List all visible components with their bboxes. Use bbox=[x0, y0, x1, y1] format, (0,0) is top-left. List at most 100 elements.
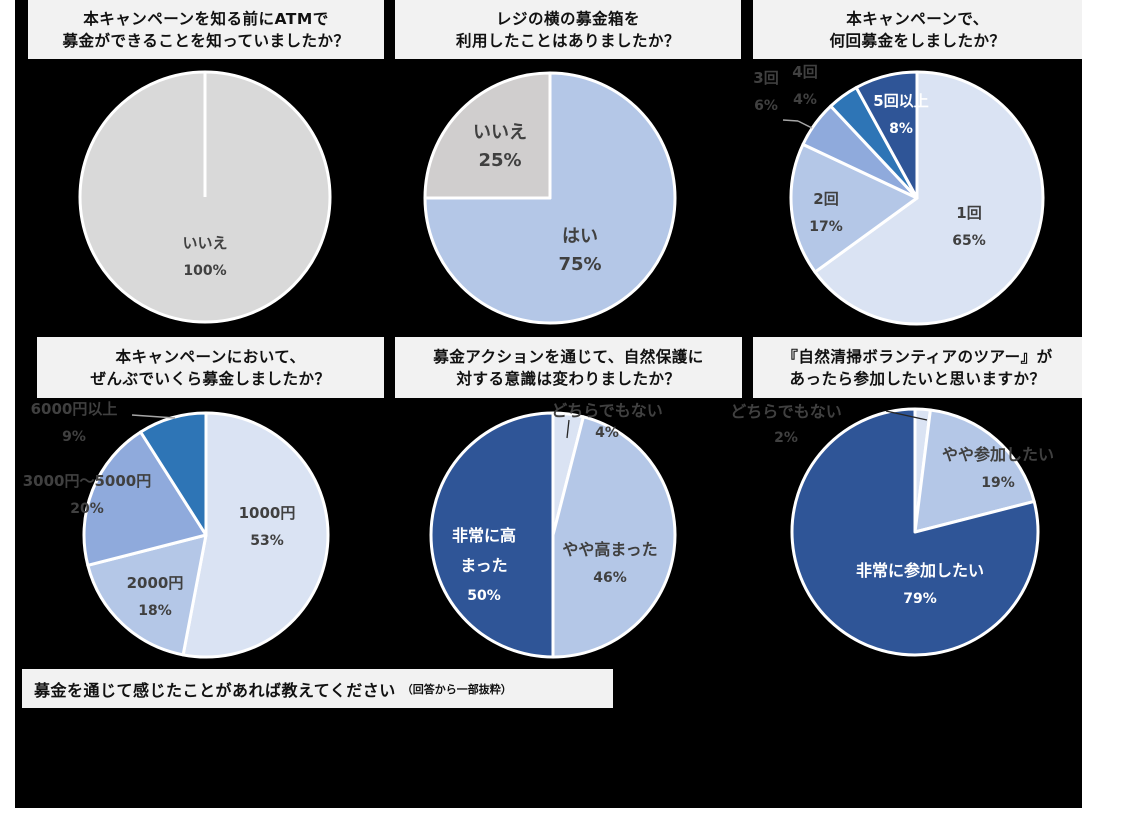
slice-percent: 4% bbox=[595, 425, 619, 441]
leader-line-3kai-b bbox=[797, 120, 813, 129]
leader-line-neither-awareness bbox=[566, 419, 570, 439]
slice-label-1kai: 1回 65% bbox=[952, 203, 986, 251]
title-line: 募金アクションを通じて、自然保護に bbox=[433, 347, 704, 366]
leader-line-neither-tour bbox=[885, 410, 928, 421]
title-line: 募金ができることを知っていましたか？ bbox=[62, 31, 350, 50]
comment-section-title: 募金を通じて感じたことがあれば教えてください bbox=[34, 680, 396, 700]
chart-title-awareness-change: 募金アクションを通じて、自然保護に 対する意識は変わりましたか？ bbox=[395, 337, 742, 398]
slice-percent: 50% bbox=[467, 588, 501, 604]
slice-category: 非常に参加したい bbox=[855, 561, 985, 580]
pie-slice bbox=[423, 71, 677, 325]
pie-chart-donation-box bbox=[423, 71, 677, 325]
slice-category: 3000円～5000円 bbox=[22, 472, 152, 490]
pie-chart-donation-amount bbox=[82, 411, 330, 659]
pie-slice bbox=[854, 70, 919, 200]
pie-slice bbox=[551, 415, 677, 659]
pie-slice bbox=[86, 533, 208, 657]
chart-title-donation-count: 本キャンペーンで、 何回募金をしましたか？ bbox=[753, 0, 1082, 59]
slice-label-somewhat-raised: やや高まった 46% bbox=[562, 540, 657, 588]
slice-category: 5回以上 bbox=[873, 92, 929, 110]
leader-line-6000yen bbox=[131, 414, 176, 419]
slice-percent: 65% bbox=[952, 233, 986, 249]
title-line: レジの横の募金箱を bbox=[495, 9, 640, 28]
slice-category: やや高まった bbox=[562, 540, 658, 559]
slice-label-no: いいえ 25% bbox=[473, 123, 527, 171]
slice-label-4kai: 4回 4% bbox=[792, 62, 817, 110]
pie-slice bbox=[82, 430, 208, 567]
slice-category: いいえ bbox=[182, 234, 228, 252]
slice-percent: 9% bbox=[62, 429, 86, 445]
slice-category: 2回 bbox=[813, 190, 839, 208]
slice-percent: 17% bbox=[809, 219, 843, 235]
slice-category: 3回 bbox=[753, 69, 779, 87]
slice-category: どちらでもない bbox=[551, 401, 663, 420]
slice-label-neither: どちらでもない 4% bbox=[551, 401, 663, 443]
slice-category: 1回 bbox=[956, 204, 982, 222]
slice-category: 1000円 bbox=[238, 504, 296, 522]
slice-label-2kai: 2回 17% bbox=[809, 189, 843, 237]
title-line: 本キャンペーンで、 bbox=[846, 9, 989, 28]
slice-label-2000yen: 2000円 18% bbox=[127, 573, 184, 621]
title-line: あったら参加したいと思いますか？ bbox=[789, 369, 1046, 388]
slice-label-neither: どちらでもない 2% bbox=[730, 402, 842, 448]
chart-title-atm-awareness: 本キャンペーンを知る前にATMで 募金ができることを知っていましたか？ bbox=[28, 0, 384, 59]
pie-slice bbox=[790, 407, 1040, 657]
chart-title-donation-amount: 本キャンペーンにおいて、 ぜんぶでいくら募金しましたか？ bbox=[37, 337, 384, 398]
leader-line-3kai bbox=[782, 119, 799, 122]
slice-percent: 79% bbox=[903, 591, 937, 607]
slice-category: どちらでもない bbox=[730, 402, 842, 421]
pie-chart-awareness-change bbox=[429, 411, 677, 659]
title-line: 本キャンペーンにおいて、 bbox=[115, 347, 306, 366]
pie-slice bbox=[913, 408, 1036, 534]
slice-percent: 2% bbox=[774, 430, 798, 446]
slice-category-line: まった bbox=[460, 556, 508, 575]
title-line: 利用したことはありましたか？ bbox=[455, 31, 680, 50]
title-line: 『自然清掃ボランティアのツアー』が bbox=[782, 347, 1053, 366]
slice-percent: 4% bbox=[793, 92, 817, 108]
title-line: 何回募金をしましたか？ bbox=[829, 31, 1006, 50]
chart-title-donation-box: レジの横の募金箱を 利用したことはありましたか？ bbox=[395, 0, 741, 59]
slice-percent: 100% bbox=[183, 263, 227, 279]
slice-percent: 25% bbox=[478, 150, 522, 171]
pie-slice bbox=[423, 71, 552, 200]
slice-label-somewhat-want: やや参加したい 19% bbox=[942, 445, 1054, 493]
pie-chart-donation-count bbox=[789, 70, 1045, 326]
slice-label-3000-5000yen: 3000円～5000円 20% bbox=[23, 471, 152, 519]
title-line: ぜんぶでいくら募金しましたか？ bbox=[90, 369, 331, 388]
title-line: 本キャンペーンを知る前にATMで bbox=[83, 9, 329, 28]
slice-label-greatly-raised: 非常に高 まった 50% bbox=[452, 521, 516, 611]
slice-label-no: いいえ 100% bbox=[182, 233, 227, 281]
pie-slice bbox=[181, 411, 330, 659]
slice-label-6000yen-plus: 6000円以上 9% bbox=[31, 399, 118, 447]
slice-percent: 19% bbox=[981, 475, 1015, 491]
pie-chart-volunteer-tour bbox=[790, 407, 1040, 657]
slice-category: 4回 bbox=[792, 63, 818, 81]
slice-label-strongly-want: 非常に参加したい 79% bbox=[856, 561, 984, 609]
chart-title-volunteer-tour: 『自然清掃ボランティアのツアー』が あったら参加したいと思いますか？ bbox=[753, 337, 1082, 398]
slice-label-1000yen: 1000円 53% bbox=[239, 503, 296, 551]
pie-chart-atm-awareness bbox=[78, 70, 332, 324]
pie-slice bbox=[789, 142, 919, 274]
slice-percent: 53% bbox=[250, 533, 284, 549]
slice-category: 6000円以上 bbox=[30, 400, 118, 418]
title-line: 対する意識は変わりましたか？ bbox=[456, 369, 681, 388]
slice-percent: 75% bbox=[558, 254, 602, 275]
slice-percent: 6% bbox=[754, 98, 778, 114]
slice-label-3kai: 3回 6% bbox=[753, 68, 778, 116]
slice-category: はい bbox=[562, 226, 598, 247]
slice-percent: 18% bbox=[138, 603, 172, 619]
slice-category: いいえ bbox=[473, 122, 527, 143]
comment-section-note: （回答から一部抜粋） bbox=[401, 682, 512, 696]
pie-slice bbox=[813, 70, 1045, 326]
slice-percent: 46% bbox=[593, 570, 627, 586]
comment-section-header: 募金を通じて感じたことがあれば教えてください （回答から一部抜粋） bbox=[22, 669, 613, 708]
slice-label-5kai-plus: 5回以上 8% bbox=[873, 91, 928, 139]
slice-percent: 20% bbox=[70, 501, 104, 517]
slice-percent: 8% bbox=[889, 121, 913, 137]
pie-slice bbox=[429, 411, 555, 659]
slice-category-line: 非常に高 bbox=[451, 526, 517, 545]
slice-category: やや参加したい bbox=[941, 445, 1055, 464]
slice-category: 2000円 bbox=[126, 574, 184, 592]
slice-label-yes: はい 75% bbox=[558, 227, 601, 275]
